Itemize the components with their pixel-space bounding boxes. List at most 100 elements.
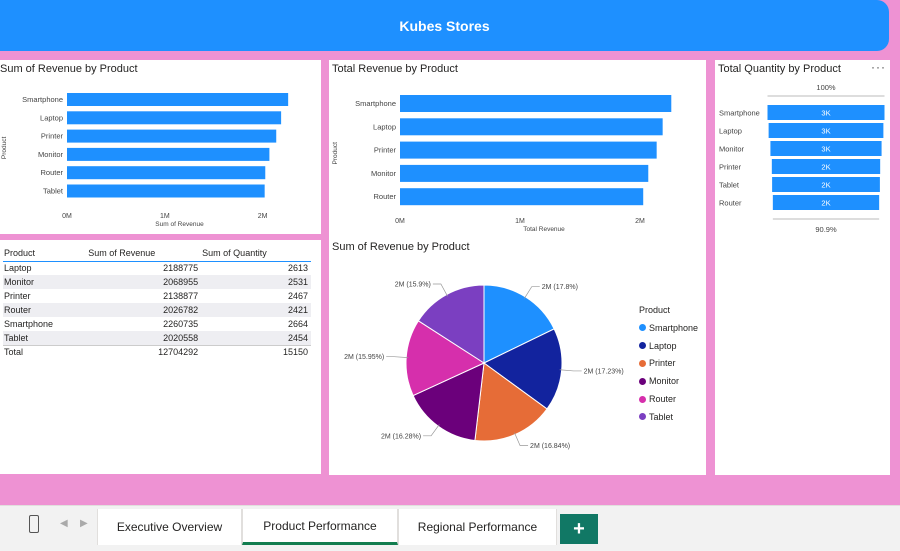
funnel-bar-laptop xyxy=(768,123,884,138)
bar-printer xyxy=(400,141,657,159)
revenue-bar-chart-left[interactable]: Sum of Revenue by Product Smartphone Lapt… xyxy=(0,60,321,234)
table-total-cell: 15150 xyxy=(201,344,311,359)
table-cell: 2531 xyxy=(201,275,311,289)
pie-leader-line xyxy=(514,432,529,446)
table-total-row: Total 12704292 15150 xyxy=(3,344,311,359)
chevron-right-icon[interactable]: ▶ xyxy=(80,518,88,529)
revenue-quantity-table[interactable]: Product Sum of Revenue Sum of Quantity L… xyxy=(0,240,321,474)
funnel-bar-tablet xyxy=(772,177,880,192)
legend-item[interactable]: Router xyxy=(639,390,698,408)
y-tick-label: Tablet xyxy=(43,187,64,196)
funnel-top-label: 100% xyxy=(816,83,836,92)
table-cell: 2068955 xyxy=(87,275,202,289)
table-row: Printer 2138877 2467 xyxy=(3,289,311,303)
funnel-data-label: 3K xyxy=(821,109,830,118)
x-tick-label: 2M xyxy=(635,218,645,225)
table-header-revenue[interactable]: Sum of Revenue xyxy=(87,245,202,262)
table-cell: Monitor xyxy=(3,275,88,289)
tab-product-performance[interactable]: Product Performance xyxy=(242,509,398,545)
table-row: Tablet 2020558 2454 xyxy=(3,331,311,345)
funnel-bar-monitor xyxy=(770,141,882,156)
table-total-cell: 12704292 xyxy=(87,344,202,359)
bar-monitor xyxy=(67,147,270,161)
pie-title: Sum of Revenue by Product xyxy=(332,241,470,253)
table-cell: Router xyxy=(3,303,88,317)
funnel-category-label: Smartphone xyxy=(719,109,760,118)
y-tick-label: Router xyxy=(40,168,63,177)
funnel-data-label: 3K xyxy=(821,127,830,136)
legend-item[interactable]: Printer xyxy=(639,355,698,373)
quantity-funnel-title: Total Quantity by Product xyxy=(718,63,841,75)
legend-label: Printer xyxy=(649,358,676,369)
total-revenue-bar-title: Total Revenue by Product xyxy=(332,63,458,75)
pie-leader-line xyxy=(386,356,409,359)
tab-label: Regional Performance xyxy=(417,520,538,534)
y-tick-label: Smartphone xyxy=(355,99,396,108)
table-cell: Tablet xyxy=(3,331,88,345)
legend-dot-icon xyxy=(639,395,646,403)
funnel-category-label: Tablet xyxy=(719,181,740,190)
mobile-layout-icon[interactable] xyxy=(29,515,39,533)
legend-dot-icon xyxy=(639,413,646,421)
legend-item[interactable]: Tablet xyxy=(639,408,698,426)
table-cell: 2188775 xyxy=(163,263,199,274)
bar-router xyxy=(67,166,266,180)
funnel-bar-smartphone xyxy=(767,105,885,120)
table-cell: 2454 xyxy=(201,331,311,345)
legend-label: Laptop xyxy=(649,340,677,351)
pie-data-label: 2M (16.84%) xyxy=(530,443,570,450)
table-cell: 2664 xyxy=(287,319,308,329)
pie-data-label: 2M (15.95%) xyxy=(344,354,384,361)
legend-dot-icon xyxy=(639,377,646,385)
chevron-left-icon[interactable]: ◀ xyxy=(60,518,68,529)
bar-monitor xyxy=(400,164,649,182)
table-header-quantity[interactable]: Sum of Quantity xyxy=(201,245,311,262)
bar-smartphone xyxy=(400,95,672,112)
legend-dot-icon xyxy=(639,359,646,367)
funnel-bottom-label: 90.9% xyxy=(815,225,837,234)
pie-data-label: 2M (17.23%) xyxy=(584,368,624,375)
table-cell: Printer xyxy=(4,291,31,301)
revenue-pie-chart[interactable]: Sum of Revenue by Product 2M (17.8%) 2M (… xyxy=(329,238,706,475)
y-tick-label: Monitor xyxy=(38,150,64,159)
legend-item[interactable]: Smartphone xyxy=(639,319,698,337)
total-revenue-bar-chart[interactable]: Total Revenue by Product Smartphone Lapto… xyxy=(329,60,706,238)
tab-regional-performance[interactable]: Regional Performance xyxy=(398,509,557,545)
x-tick-label: 1M xyxy=(160,213,170,220)
quantity-funnel-chart[interactable]: Total Quantity by Product ··· 100% Smartp… xyxy=(715,60,890,475)
legend-label: Tablet xyxy=(649,411,674,422)
x-tick-label: 0M xyxy=(395,218,405,225)
legend-item[interactable]: Laptop xyxy=(639,337,698,355)
tab-label: Product Performance xyxy=(263,518,377,533)
tab-executive-overview[interactable]: Executive Overview xyxy=(97,509,242,545)
y-axis-title: Product xyxy=(1,137,8,160)
table-row: Smartphone 2260735 2664 xyxy=(3,317,311,331)
table-row: Monitor 2068955 2531 xyxy=(3,275,311,289)
funnel-data-label: 2K xyxy=(821,199,830,208)
funnel-category-label: Printer xyxy=(719,163,742,172)
table-cell: Smartphone xyxy=(4,319,54,329)
x-axis-title: Total Revenue xyxy=(523,226,565,233)
more-options-icon[interactable]: ··· xyxy=(871,60,886,74)
table-header-product[interactable]: Product xyxy=(3,245,88,262)
y-tick-label: Printer xyxy=(41,132,64,141)
y-tick-label: Smartphone xyxy=(22,95,63,104)
legend-dot-icon xyxy=(639,324,646,332)
legend-item[interactable]: Monitor xyxy=(639,372,698,390)
y-axis-title: Product xyxy=(332,142,339,165)
table-cell: 2026782 xyxy=(87,303,202,317)
add-page-button[interactable]: + xyxy=(560,514,598,544)
y-tick-label: Printer xyxy=(374,146,397,155)
total-revenue-bar-svg: Smartphone Laptop Printer Monitor Router 0M 1M… xyxy=(332,95,672,233)
x-tick-label: 0M xyxy=(62,213,72,220)
pie-legend: Product Smartphone Laptop Printer Monito… xyxy=(639,305,698,426)
x-tick-label: 1M xyxy=(515,218,525,225)
y-tick-label: Laptop xyxy=(373,122,396,131)
table-cell: 2138877 xyxy=(163,291,199,301)
funnel-category-label: Laptop xyxy=(719,127,742,136)
pie-leader-line xyxy=(559,369,582,372)
legend-label: Smartphone xyxy=(649,322,699,333)
revenue-bar-left-svg: Smartphone Laptop Printer Monitor Router Tabl… xyxy=(1,93,289,228)
funnel-data-label: 2K xyxy=(821,181,830,190)
quantity-funnel-svg: 100% Smartphone 3K Laptop 3K Monitor 3K Printer… xyxy=(719,83,885,234)
